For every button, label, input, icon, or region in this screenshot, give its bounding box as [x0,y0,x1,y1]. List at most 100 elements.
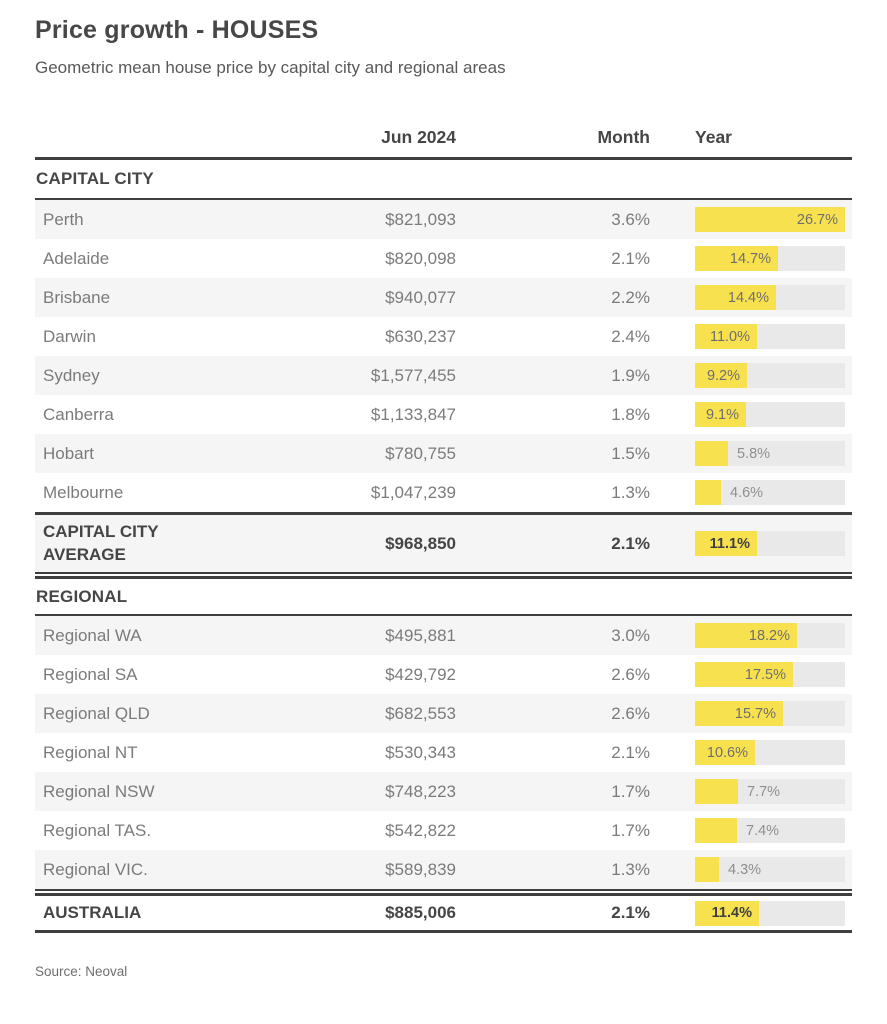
table-row: Canberra $1,133,847 1.8% 9.1% [35,395,852,434]
month-change-value: 1.9% [611,365,650,385]
column-header-year: Year [695,127,732,147]
year-bar-cell: 11.4% [650,900,852,926]
price-value: $1,577,455 [370,365,456,385]
price-value: $530,343 [385,742,456,762]
bar-track: 14.7% [695,246,845,271]
bar-fill [695,857,719,882]
bar-track: 4.3% [695,857,845,882]
row-label: AUSTRALIA [43,902,142,922]
table-row: Adelaide $820,098 2.1% 14.7% [35,239,852,278]
table-body: CAPITAL CITY Perth $821,093 3.6% 26.7% Adelai… [35,160,852,933]
row-label: Perth [43,209,84,229]
price-value: $940,077 [385,287,456,307]
row-label: Canberra [43,404,114,424]
month-change-value: 1.5% [611,443,650,463]
bar-value-label: 10.6% [706,744,748,761]
bar-value-label: 7.7% [747,783,781,800]
bar-value-label: 11.1% [709,535,750,552]
bar-value-label: 11.0% [709,328,750,345]
year-bar-cell: 11.1% [650,531,852,556]
table-row: Melbourne $1,047,239 1.3% 4.6% [35,473,852,512]
bar-track: 10.6% [695,740,845,765]
row-label: CAPITAL CITY AVERAGE [43,522,159,564]
month-change-value: 2.1% [611,248,650,268]
bar-fill [695,740,755,765]
bar-fill [695,207,845,232]
source-note: Source: Neoval [35,964,128,979]
summary-row: AUSTRALIA $885,006 2.1% 11.4% [35,893,852,933]
bar-fill [695,818,737,843]
year-bar-cell: 15.7% [650,701,852,726]
year-bar-cell: 14.7% [650,246,852,271]
row-label: Darwin [43,326,96,346]
table-row: Regional NT $530,343 2.1% 10.6% [35,733,852,772]
table-row: Regional VIC. $589,839 1.3% 4.3% [35,850,852,889]
row-label: Regional SA [43,664,138,684]
month-change-value: 2.4% [611,326,650,346]
row-label: Regional VIC. [43,859,148,879]
bar-fill [695,285,776,310]
bar-fill [695,246,778,271]
year-bar-cell: 18.2% [650,623,852,648]
table-row: Brisbane $940,077 2.2% 14.4% [35,278,852,317]
price-value: $748,223 [385,781,456,801]
price-value: $495,881 [385,625,456,645]
year-bar-cell: 14.4% [650,285,852,310]
year-bar-cell: 7.4% [650,818,852,843]
price-value: $968,850 [385,533,456,553]
month-change-value: 3.6% [611,209,650,229]
year-bar-cell: 7.7% [650,779,852,804]
month-change-value: 1.7% [611,820,650,840]
row-label: Regional NT [43,742,138,762]
page-title: Price growth - HOUSES [35,16,319,44]
bar-track: 17.5% [695,662,845,687]
table-row: Regional QLD $682,553 2.6% 15.7% [35,694,852,733]
table-row: Sydney $1,577,455 1.9% 9.2% [35,356,852,395]
price-value: $1,047,239 [370,482,456,502]
bar-track: 26.7% [695,207,845,232]
bar-track: 11.1% [695,531,845,556]
bar-value-label: 17.5% [744,666,786,683]
month-change-value: 1.8% [611,404,650,424]
month-change-value: 2.1% [611,533,650,553]
month-change-value: 3.0% [611,625,650,645]
bar-fill [695,402,746,427]
bar-value-label: 14.4% [727,289,769,306]
bar-value-label: 5.8% [737,445,771,462]
bar-fill [695,900,759,926]
row-label: Regional TAS. [43,820,152,840]
row-label: Melbourne [43,482,124,502]
section-rows: Regional WA $495,881 3.0% 18.2% Regional SA $… [35,616,852,891]
table-row: Perth $821,093 3.6% 26.7% [35,200,852,239]
price-value: $821,093 [385,209,456,229]
bar-fill [695,662,793,687]
section-rows: Perth $821,093 3.6% 26.7% Adelaide $820,098 2.… [35,200,852,512]
section-header: CAPITAL CITY [35,160,852,200]
column-header-month: Month [597,127,650,147]
bar-fill [695,531,757,556]
bar-value-label: 18.2% [748,627,790,644]
year-bar-cell: 4.3% [650,857,852,882]
bar-fill [695,480,721,505]
page-subtitle: Geometric mean house price by capital ci… [35,58,506,77]
bar-fill [695,441,728,466]
table-row: Regional TAS. $542,822 1.7% 7.4% [35,811,852,850]
bar-value-label: 4.6% [730,484,764,501]
month-change-value: 1.3% [611,482,650,502]
bar-value-label: 15.7% [734,705,776,722]
bar-value-label: 26.7% [796,211,838,228]
table-row: Hobart $780,755 1.5% 5.8% [35,434,852,473]
month-change-value: 2.6% [611,664,650,684]
price-value: $682,553 [385,703,456,723]
month-change-value: 2.2% [611,287,650,307]
table-row: Regional WA $495,881 3.0% 18.2% [35,616,852,655]
bar-value-label: 14.7% [729,250,771,267]
price-value: $885,006 [385,903,456,922]
bar-track: 9.1% [695,402,845,427]
bar-fill [695,324,757,349]
month-change-value: 1.3% [611,859,650,879]
bar-track: 7.7% [695,779,845,804]
price-value: $542,822 [385,820,456,840]
bar-fill [695,623,797,648]
month-change-value: 1.7% [611,781,650,801]
